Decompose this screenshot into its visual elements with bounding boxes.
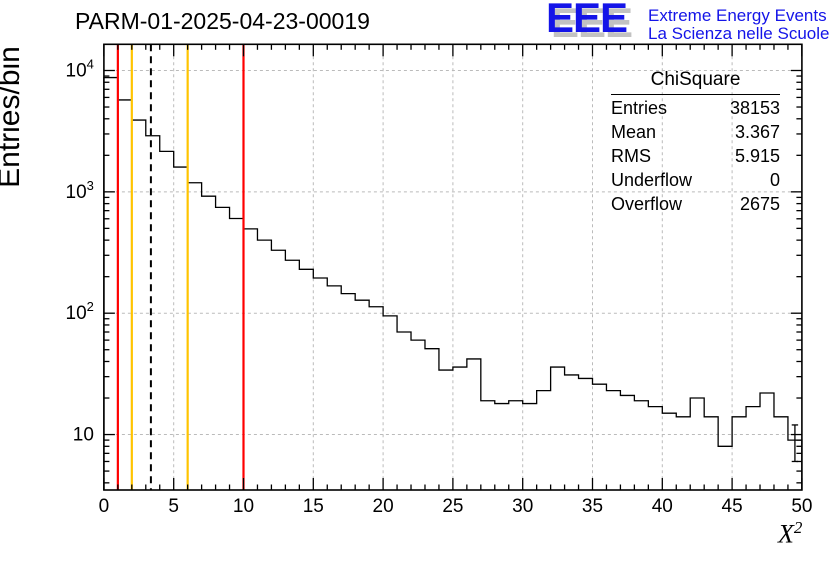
svg-text:E: E [546,0,574,41]
svg-text:Entries/bin: Entries/bin [0,46,26,188]
svg-text:E: E [573,0,601,41]
svg-text:E: E [600,0,628,41]
